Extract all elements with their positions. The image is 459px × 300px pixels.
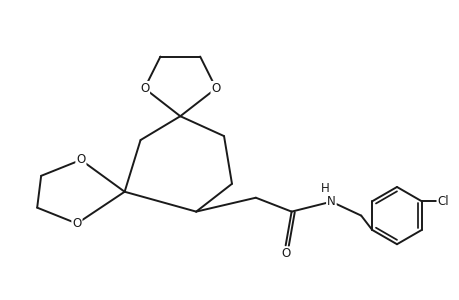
Text: O: O	[72, 217, 81, 230]
Text: Cl: Cl	[437, 195, 448, 208]
Text: O: O	[140, 82, 149, 95]
Text: O: O	[211, 82, 220, 95]
Text: O: O	[280, 248, 290, 260]
Text: O: O	[76, 153, 85, 167]
Text: H: H	[320, 182, 329, 194]
Text: N: N	[326, 195, 335, 208]
